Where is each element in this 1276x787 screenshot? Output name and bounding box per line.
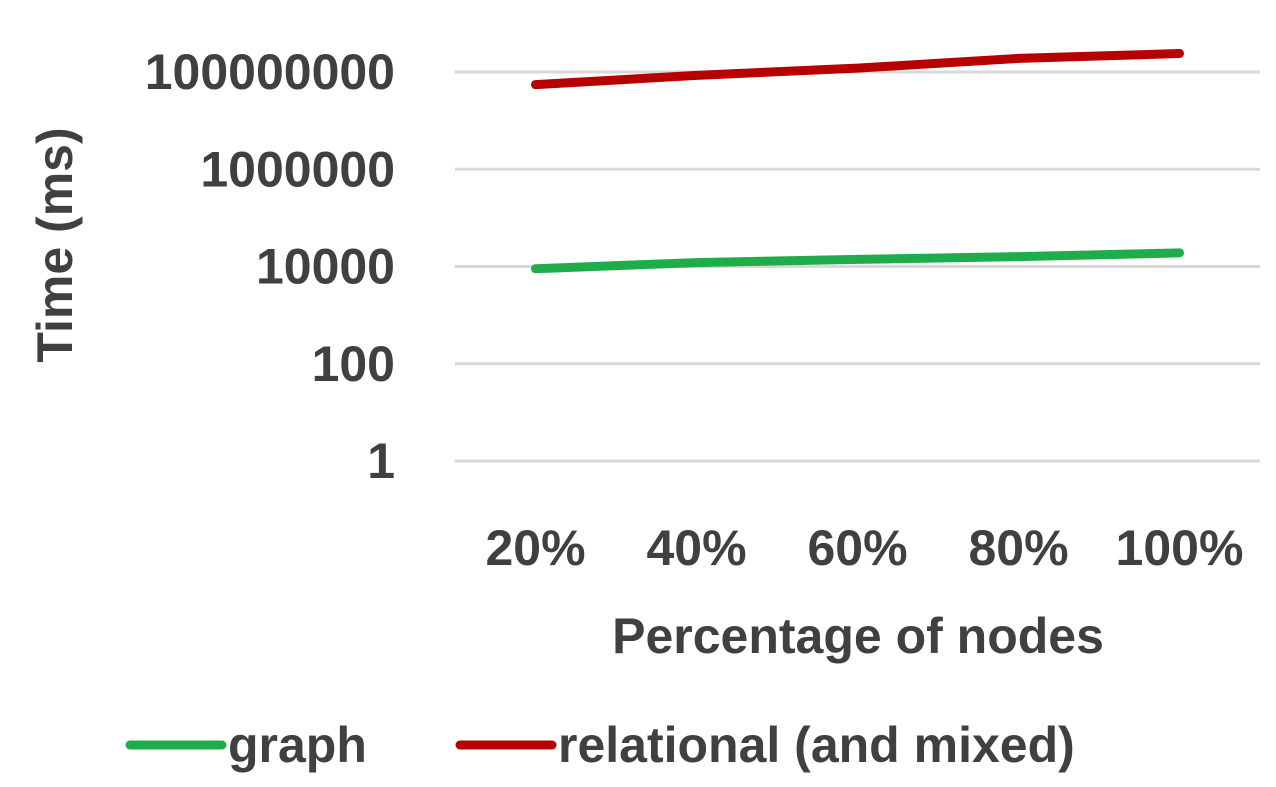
series-lines (531, 49, 1184, 274)
x-tick-label: 40% (646, 520, 746, 576)
y-tick-label: 10000 (256, 239, 395, 295)
x-axis-ticks: 20% 40% 60% 80% 100% (485, 520, 1243, 576)
x-tick-label: 100% (1116, 520, 1244, 576)
y-axis-title: Time (ms) (27, 127, 83, 362)
y-axis-ticks: 1 100 10000 1000000 100000000 (145, 44, 395, 489)
x-axis-title: Percentage of nodes (612, 608, 1104, 664)
y-tick-label: 100000000 (145, 44, 395, 100)
legend: graph relational (and mixed) (125, 717, 1075, 773)
y-tick-label: 1 (367, 433, 395, 489)
series-line-relational-and-mixed (531, 49, 1184, 90)
y-tick-label: 1000000 (200, 141, 395, 197)
legend-label: graph (228, 717, 367, 773)
x-tick-label: 20% (485, 520, 585, 576)
x-tick-label: 60% (807, 520, 907, 576)
x-tick-label: 80% (968, 520, 1068, 576)
legend-label: relational (and mixed) (558, 717, 1075, 773)
y-tick-label: 100 (312, 336, 395, 392)
series-line-graph (531, 248, 1184, 274)
